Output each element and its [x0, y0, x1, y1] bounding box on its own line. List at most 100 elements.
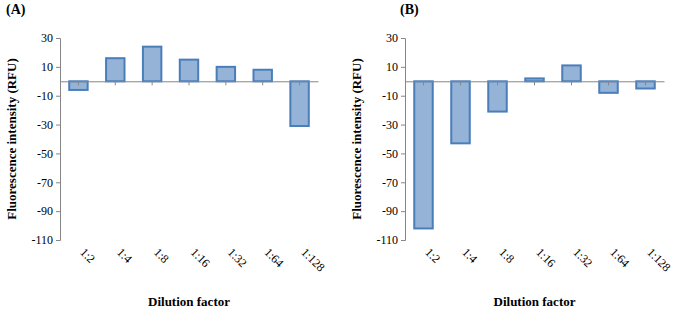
y-axis-line [401, 39, 406, 241]
y-tick-label: -50 [37, 147, 53, 161]
x-tick [299, 81, 300, 85]
x-tick [497, 81, 498, 85]
y-tick: 10 [386, 60, 405, 74]
x-tick [423, 81, 424, 85]
y-tick-mark [401, 125, 405, 126]
bar [217, 67, 235, 81]
bar [451, 81, 470, 143]
x-tick-mark [608, 81, 609, 85]
y-axis-title: Fluorescence intensity (RFU) [4, 58, 19, 220]
x-tick-mark [645, 81, 646, 85]
bar [562, 65, 581, 81]
y-tick: 30 [41, 31, 60, 45]
y-tick-mark [56, 38, 60, 39]
bars [414, 65, 655, 228]
y-tick: -50 [382, 147, 405, 161]
y-tick-mark [56, 211, 60, 212]
y-tick: -110 [31, 233, 60, 247]
y-tick-label: -90 [37, 204, 53, 218]
x-tick-label: 1:8 [496, 245, 517, 266]
x-tick-mark [189, 81, 190, 85]
x-tick-label: 1:8 [151, 245, 172, 266]
x-tick-label: 1:32 [225, 245, 250, 270]
x-tick-label: 1:2 [422, 245, 443, 266]
bar [414, 81, 433, 228]
x-tick [78, 81, 79, 85]
x-axis-title: Dilution factor [148, 294, 230, 309]
y-tick-label: -110 [376, 233, 398, 247]
x-tick-label: 1:64 [262, 245, 287, 270]
panel: (B) -110 -90 -70 -50 -30 -10 10 30 1:2 1:4 1:8 1:16 1… [349, 2, 674, 309]
x-tick [225, 81, 226, 85]
x-tick [534, 81, 535, 85]
y-axis: -110 -90 -70 -50 -30 -10 10 30 [376, 31, 405, 247]
x-tick-label: 1:128 [298, 245, 327, 274]
y-tick-mark [56, 153, 60, 154]
x-tick-mark [115, 81, 116, 85]
y-tick: -110 [376, 233, 405, 247]
y-tick-label: -70 [382, 176, 398, 190]
x-tick-mark [497, 81, 498, 85]
y-tick-label: -90 [382, 204, 398, 218]
x-tick [571, 81, 572, 85]
y-tick-label: 30 [386, 31, 398, 45]
y-axis: -110 -90 -70 -50 -30 -10 10 30 [31, 31, 60, 247]
y-tick: -10 [382, 89, 405, 103]
y-tick-label: -10 [382, 89, 398, 103]
x-tick-mark [460, 81, 461, 85]
y-tick-mark [401, 153, 405, 154]
x-tick-label: 1:4 [459, 245, 480, 266]
bar [290, 81, 308, 126]
x-axis-title: Dilution factor [494, 294, 576, 309]
x-tick-mark [262, 81, 263, 85]
x-tick-mark [423, 81, 424, 85]
x-tick-mark [534, 81, 535, 85]
y-tick: -10 [37, 89, 60, 103]
y-tick: -90 [37, 204, 60, 218]
y-tick-mark [401, 211, 405, 212]
y-tick-mark [401, 182, 405, 183]
y-tick-mark [56, 240, 60, 241]
y-tick-label: -110 [31, 233, 53, 247]
x-tick [645, 81, 646, 85]
x-tick [152, 81, 153, 85]
y-tick: -30 [382, 118, 405, 132]
y-tick: -50 [37, 147, 60, 161]
y-tick-label: -10 [37, 89, 53, 103]
x-tick-mark [225, 81, 226, 85]
x-tick-label: 1:16 [188, 245, 213, 270]
y-tick-mark [401, 67, 405, 68]
bar [106, 58, 124, 81]
y-tick-label: 10 [41, 60, 53, 74]
y-tick-label: -70 [37, 176, 53, 190]
x-tick-mark [78, 81, 79, 85]
y-tick-mark [401, 240, 405, 241]
x-tick [189, 81, 190, 85]
y-tick-label: 10 [386, 60, 398, 74]
y-axis-title: Fluorescence intensity (RFU) [349, 58, 364, 220]
y-tick: -70 [37, 176, 60, 190]
y-tick-label: -30 [37, 118, 53, 132]
y-tick-mark [401, 96, 405, 97]
x-axis [406, 81, 665, 85]
bar [180, 60, 198, 82]
panel: (A)-110-90-70-50-30-1010301:21:41:81:161… [4, 2, 328, 309]
x-tick-label: 1:2 [77, 245, 98, 266]
x-tick-label: 1:128 [644, 245, 673, 274]
y-tick: -70 [382, 176, 405, 190]
x-tick-label: 1:4 [114, 245, 135, 266]
y-tick: -90 [382, 204, 405, 218]
bar [599, 81, 618, 93]
x-tick [460, 81, 461, 85]
y-tick-mark [56, 125, 60, 126]
y-tick: 10 [41, 60, 60, 74]
x-tick-label: 1:16 [533, 245, 558, 270]
bars [69, 47, 309, 126]
bar [525, 78, 544, 81]
y-tick-label: 30 [41, 31, 53, 45]
bar [636, 81, 655, 88]
x-tick-mark [299, 81, 300, 85]
y-tick-mark [56, 96, 60, 97]
panel-title: (B) [400, 2, 419, 18]
bar [69, 81, 87, 90]
